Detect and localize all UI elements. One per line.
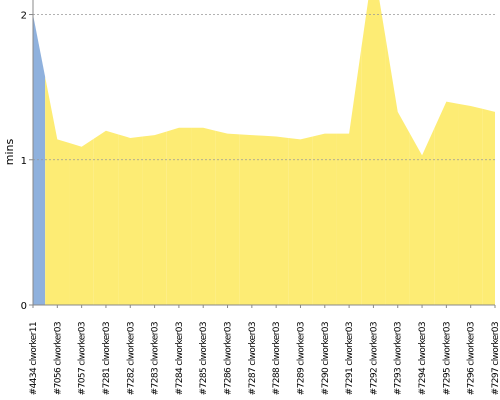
x-tick-label: #7288 clworker03 bbox=[272, 322, 282, 395]
area-segment bbox=[361, 0, 386, 305]
plot-area bbox=[33, 0, 495, 305]
axes: 0 1 2 #4434 clworker11 #7056 clworker03 #7057… bbox=[21, 0, 500, 395]
x-tick-label: #7286 clworker03 bbox=[224, 322, 234, 395]
x-tick-label: #7283 clworker03 bbox=[151, 322, 161, 395]
area-segment bbox=[69, 138, 94, 305]
y-tick-label: 0 bbox=[21, 301, 27, 312]
x-tick-label: #7284 clworker03 bbox=[175, 322, 185, 395]
x-tick-label: #7290 clworker03 bbox=[321, 322, 331, 395]
area-segment bbox=[33, 14, 46, 305]
x-tick-label: #7289 clworker03 bbox=[296, 322, 306, 395]
area-segment bbox=[288, 136, 313, 305]
area-segment bbox=[434, 101, 459, 305]
y-axis-label: mins bbox=[3, 138, 16, 165]
area-segment bbox=[264, 135, 289, 305]
area-segment bbox=[312, 133, 337, 305]
x-tick-label: #7287 clworker03 bbox=[248, 322, 258, 395]
x-tick-label: #7285 clworker03 bbox=[199, 322, 209, 395]
x-tick-label: #7057 clworker03 bbox=[78, 322, 88, 395]
area-segment bbox=[166, 127, 192, 305]
area-segment bbox=[118, 134, 143, 305]
y-tick-label: 1 bbox=[21, 156, 27, 167]
area-segment bbox=[458, 103, 483, 305]
x-tick-label: #7296 clworker03 bbox=[467, 322, 477, 395]
x-tick-label: #7295 clworker03 bbox=[442, 322, 452, 395]
area-segment bbox=[409, 128, 435, 305]
x-tick-label: #7294 clworker03 bbox=[418, 322, 428, 395]
area-segment bbox=[239, 134, 264, 305]
area-segment bbox=[482, 108, 495, 305]
area-segment bbox=[191, 127, 216, 305]
x-tick-label: #7281 clworker03 bbox=[102, 322, 112, 395]
x-tick-label: #7297 clworker03 bbox=[491, 322, 500, 395]
area-segment bbox=[336, 48, 362, 305]
x-tick-label: #7292 clworker03 bbox=[369, 322, 379, 395]
x-tick-label: #4434 clworker11 bbox=[29, 322, 39, 395]
area-segment bbox=[385, 37, 410, 305]
area-segment bbox=[45, 76, 70, 305]
area-segment bbox=[215, 130, 240, 305]
x-tick-label: #7293 clworker03 bbox=[394, 322, 404, 395]
area-segment bbox=[93, 130, 119, 305]
x-tick-label: #7291 clworker03 bbox=[345, 322, 355, 395]
x-tick-label: #7056 clworker03 bbox=[53, 322, 63, 395]
x-tick-label: #7282 clworker03 bbox=[126, 322, 136, 395]
y-tick-label: 2 bbox=[21, 11, 27, 22]
area-segment bbox=[142, 131, 167, 305]
